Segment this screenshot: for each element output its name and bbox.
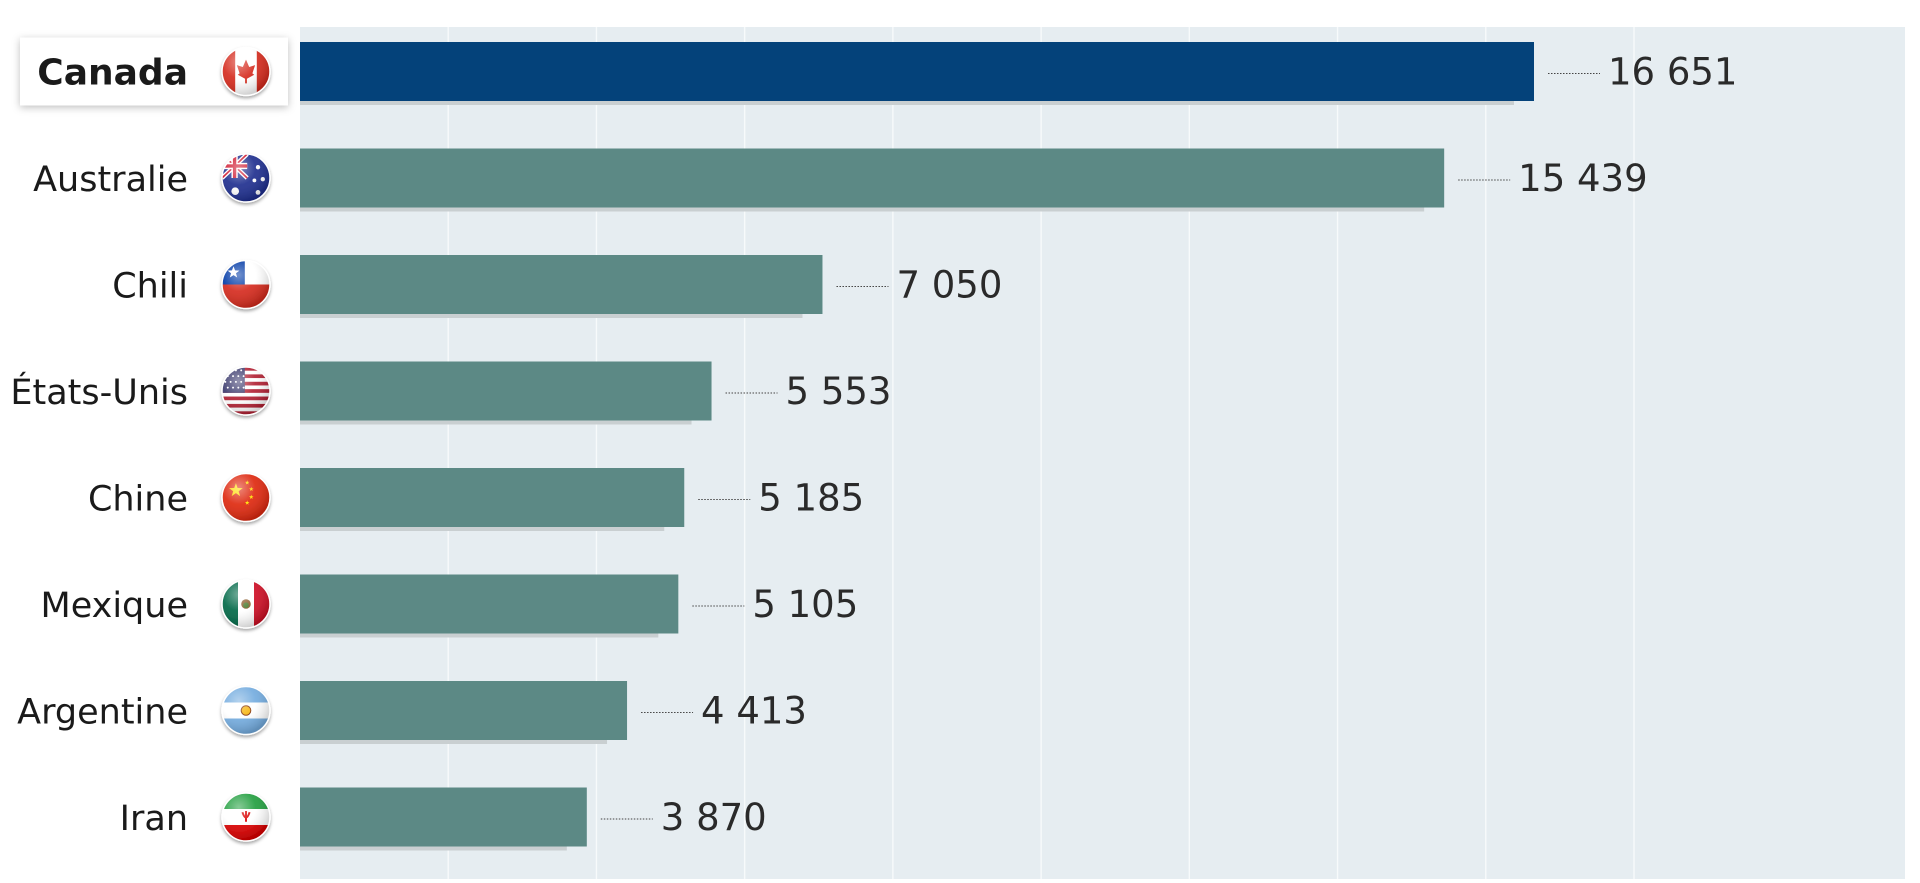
australia-flag-icon bbox=[221, 153, 271, 203]
bar bbox=[300, 361, 712, 421]
usa-flag-icon bbox=[221, 366, 271, 416]
category-label: Chine bbox=[88, 480, 188, 520]
iran-flag-icon bbox=[221, 792, 271, 842]
category-label: États-Unis bbox=[10, 371, 188, 413]
category-label: Chili bbox=[112, 267, 188, 307]
category-label: Mexique bbox=[41, 586, 189, 626]
category-label: Canada bbox=[37, 53, 188, 94]
value-label: 5 185 bbox=[758, 477, 864, 520]
canada-flag-icon bbox=[221, 46, 271, 97]
mexico-flag-icon bbox=[221, 579, 271, 629]
bar bbox=[300, 681, 628, 740]
china-flag-icon bbox=[221, 472, 271, 523]
value-label: 7 050 bbox=[896, 264, 1002, 307]
argentina-flag-icon bbox=[221, 685, 271, 736]
chile-flag-icon bbox=[221, 259, 271, 310]
bar bbox=[300, 42, 1534, 101]
value-label: 15 439 bbox=[1518, 157, 1647, 200]
bar bbox=[300, 255, 823, 314]
value-label: 16 651 bbox=[1608, 51, 1737, 94]
bar bbox=[300, 148, 1445, 208]
category-label: Iran bbox=[120, 799, 188, 839]
category-label: Australie bbox=[33, 160, 188, 200]
category-label: Argentine bbox=[17, 693, 188, 733]
value-label: 5 553 bbox=[786, 370, 892, 413]
value-label: 4 413 bbox=[701, 690, 807, 733]
bar bbox=[300, 468, 685, 527]
value-label: 3 870 bbox=[661, 796, 767, 839]
value-label: 5 105 bbox=[752, 583, 858, 626]
bar bbox=[300, 787, 587, 847]
bar bbox=[300, 574, 679, 634]
